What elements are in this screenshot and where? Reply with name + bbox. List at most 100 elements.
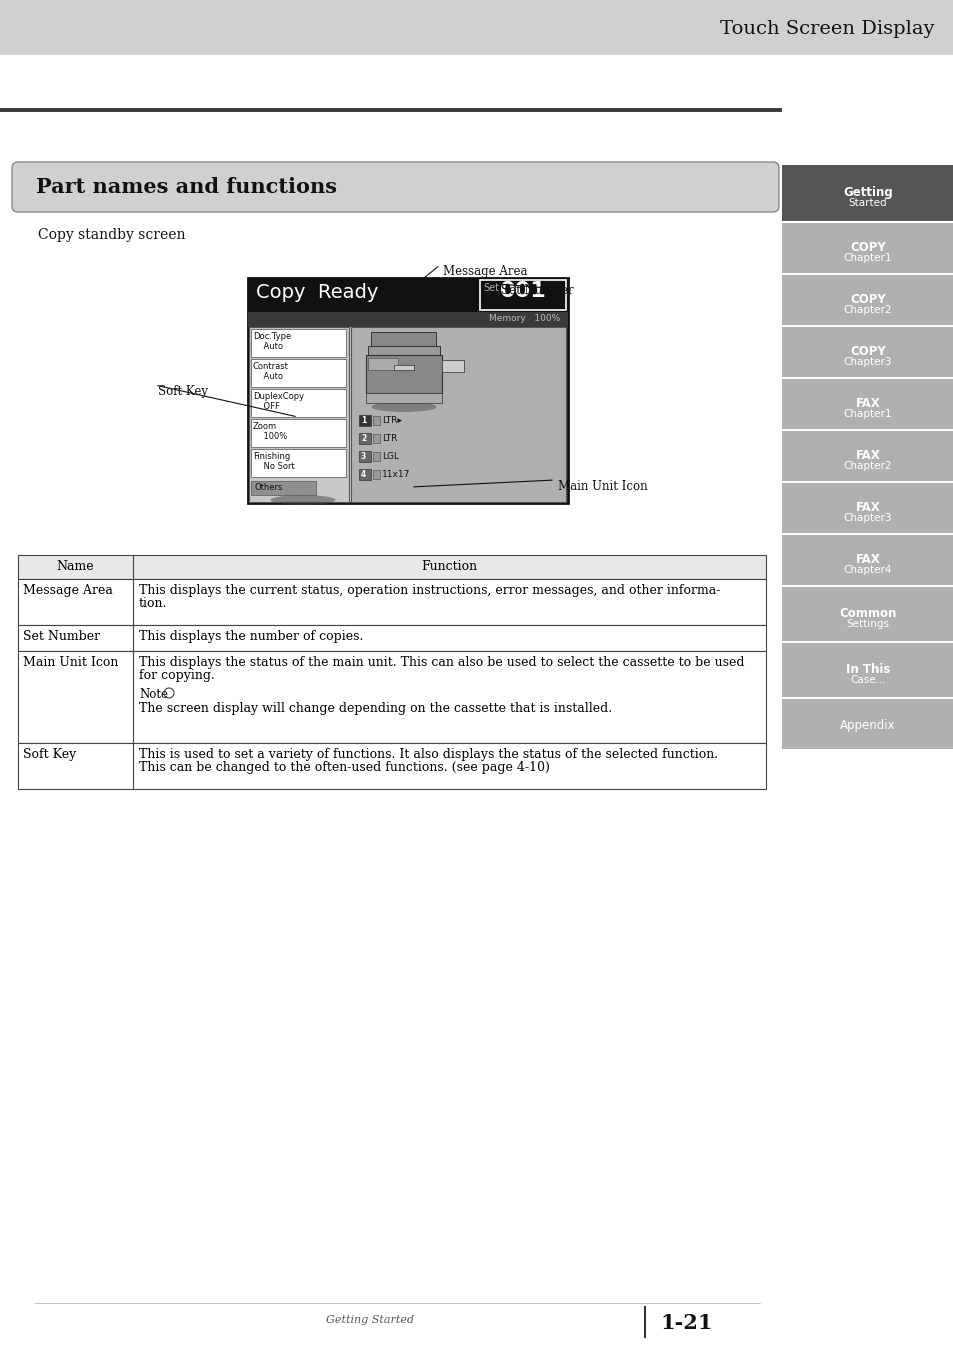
Bar [373,452,379,460]
Bar [781,643,953,697]
Text: FAX: FAX [855,501,880,514]
Bar [251,450,346,477]
Bar [18,743,765,788]
Bar [18,555,765,579]
Bar [781,535,953,585]
Bar [781,587,953,641]
Text: for copying.: for copying. [139,670,214,682]
Text: Copy  Ready: Copy Ready [255,284,378,302]
Bar [358,468,371,481]
Bar [251,329,346,356]
Bar [248,278,567,504]
Bar [368,346,439,355]
Text: Zoom: Zoom [253,423,276,431]
Bar [251,481,315,495]
Bar [781,327,953,377]
Text: 100%: 100% [253,432,287,441]
Text: tion.: tion. [139,597,167,610]
Text: Settings: Settings [845,620,888,629]
Ellipse shape [371,402,436,412]
Bar [0,0,953,55]
Bar [479,279,565,310]
Bar [373,470,379,479]
Bar [351,327,565,502]
Bar [781,379,953,429]
Text: COPY: COPY [849,293,885,306]
Bar [781,275,953,325]
Bar [394,364,414,370]
Text: Set Number: Set Number [500,284,573,297]
Text: Part names and functions: Part names and functions [36,177,336,197]
Bar [781,431,953,481]
Text: Getting Started: Getting Started [326,1315,414,1324]
Text: Chapter2: Chapter2 [842,305,891,315]
Text: 001: 001 [499,281,546,301]
Bar [358,451,371,462]
Bar [18,651,765,742]
Text: The screen display will change depending on the cassette that is installed.: The screen display will change depending… [139,702,612,716]
Text: Name: Name [56,560,94,572]
Text: Finishing: Finishing [253,452,290,460]
Bar [368,358,397,370]
Text: Message Area: Message Area [23,585,112,597]
Bar [477,278,567,312]
Text: Message Area: Message Area [442,265,527,278]
Text: Chapter3: Chapter3 [842,513,891,522]
Text: COPY: COPY [849,242,885,254]
Text: Soft Key: Soft Key [158,385,208,398]
Bar [781,699,953,749]
Bar [251,359,346,387]
Text: This displays the status of the main unit. This can also be used to select the c: This displays the status of the main uni… [139,656,743,670]
Text: In This: In This [845,663,889,676]
Text: 1-21: 1-21 [659,1314,712,1332]
Text: Copy standby screen: Copy standby screen [38,228,185,242]
Text: This can be changed to the often-used functions. (see page 4-10): This can be changed to the often-used fu… [139,761,549,774]
Text: Started: Started [848,198,886,208]
Text: Main Unit Icon: Main Unit Icon [558,481,647,493]
Text: COPY: COPY [849,346,885,358]
Text: Doc.Type: Doc.Type [253,332,291,342]
Text: Auto: Auto [253,342,283,351]
Text: 2: 2 [360,433,366,443]
Bar [18,579,765,625]
Text: Common: Common [839,608,896,620]
Text: Chapter1: Chapter1 [842,409,891,418]
Bar [781,483,953,533]
Bar [358,414,371,427]
Text: Touch Screen Display: Touch Screen Display [720,19,934,38]
Bar [248,278,477,312]
Text: Chapter2: Chapter2 [842,460,891,471]
Text: Case...: Case... [849,675,885,684]
Text: Set: Set [482,284,498,293]
Text: 1: 1 [360,416,366,425]
Text: FAX: FAX [855,450,880,462]
Bar [373,416,379,425]
Text: Auto: Auto [253,373,283,381]
Text: Main Unit Icon: Main Unit Icon [23,656,118,670]
FancyBboxPatch shape [12,162,779,212]
Text: This displays the number of copies.: This displays the number of copies. [139,630,363,643]
Text: 3: 3 [360,452,366,460]
Bar [249,327,349,502]
Text: DuplexCopy: DuplexCopy [253,392,304,401]
Text: LTR▸: LTR▸ [381,416,401,425]
Text: Chapter3: Chapter3 [842,356,891,367]
Text: No Sort: No Sort [253,462,294,471]
Bar [18,625,765,651]
Text: Contrast: Contrast [253,362,289,371]
Text: Appendix: Appendix [840,720,895,732]
Text: FAX: FAX [855,554,880,566]
Bar [781,223,953,273]
Text: FAX: FAX [855,397,880,410]
Text: Soft Key: Soft Key [23,748,76,761]
Text: This displays the current status, operation instructions, error messages, and ot: This displays the current status, operat… [139,585,720,597]
Text: 11x17: 11x17 [381,470,410,479]
Ellipse shape [271,495,335,505]
Text: Function: Function [421,560,477,572]
Bar [373,433,379,443]
Text: OFF: OFF [253,402,279,410]
Text: This is used to set a variety of functions. It also displays the status of the s: This is used to set a variety of functio… [139,748,718,761]
Text: Memory   100%: Memory 100% [488,315,559,323]
Text: Chapter1: Chapter1 [842,252,891,263]
Bar [371,332,436,346]
